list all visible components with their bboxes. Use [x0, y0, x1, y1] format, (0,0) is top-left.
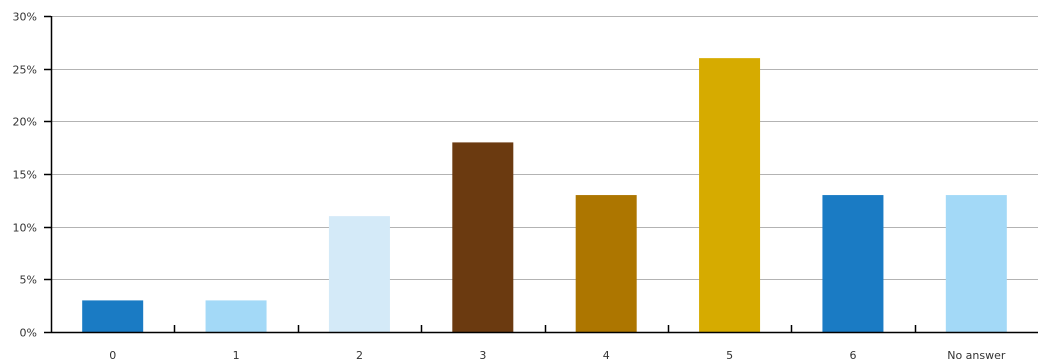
- grid-lines: [51, 16, 1038, 280]
- bar-0: [82, 300, 144, 332]
- x-tick-label: 4: [603, 349, 610, 362]
- bar-1: [205, 300, 267, 332]
- x-tick-label: 3: [479, 349, 486, 362]
- bar-5: [699, 58, 761, 333]
- y-tick-label: 25%: [13, 64, 37, 77]
- y-tick-label: 30%: [13, 11, 37, 24]
- y-tick-label: 10%: [13, 222, 37, 235]
- y-tick-label: 5%: [20, 274, 37, 287]
- x-tick-label: 5: [726, 349, 733, 362]
- bar-3: [452, 142, 514, 332]
- x-tick-label: No answer: [947, 349, 1006, 362]
- x-tick-label: 6: [849, 349, 856, 362]
- x-tick-label: 0: [109, 349, 116, 362]
- bar-6: [822, 195, 884, 332]
- y-tick-label: 0%: [20, 327, 37, 340]
- x-axis: 0 1 2 3 4 5 6 No answer: [51, 325, 1038, 362]
- y-axis: 0% 5% 10% 15% 20% 25% 30%: [13, 11, 53, 340]
- bar-2: [328, 216, 390, 332]
- bars: [82, 58, 1007, 333]
- y-tick-label: 15%: [13, 169, 37, 182]
- bar-4: [575, 195, 637, 332]
- y-tick-label: 20%: [13, 116, 37, 129]
- bar-no-answer: [945, 195, 1007, 332]
- x-tick-label: 1: [233, 349, 240, 362]
- x-tick-label: 2: [356, 349, 363, 362]
